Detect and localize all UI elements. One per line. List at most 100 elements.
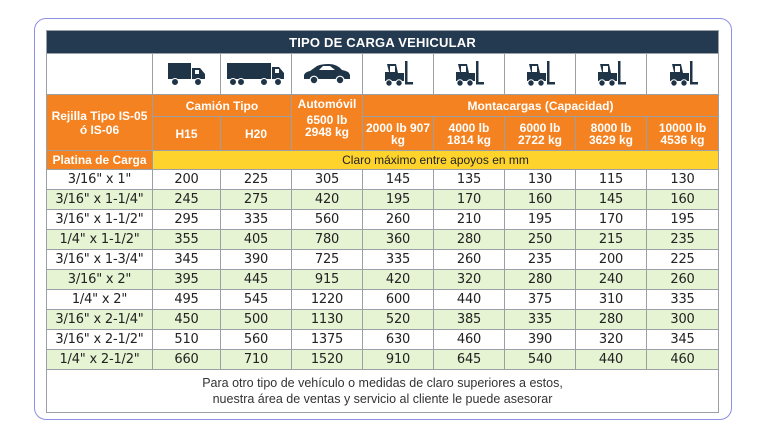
span-value-cell: 305 [291, 169, 363, 190]
h15-header: H15 [152, 116, 221, 151]
span-value-cell: 135 [433, 169, 505, 190]
span-value-cell: 440 [433, 289, 505, 310]
span-value-cell: 725 [291, 249, 363, 270]
span-value-cell: 600 [362, 289, 434, 310]
forklift-icon [504, 53, 576, 95]
forklift-capacity-10000: 10000 lb 4536 kg [646, 116, 719, 151]
span-value-cell: 260 [433, 249, 505, 270]
span-value-cell: 335 [504, 309, 576, 330]
table-row: 3/16" x 1-3/4" 345 390 725 335 260 235 200 225 [46, 249, 719, 270]
span-value-cell: 225 [646, 249, 719, 270]
span-value-cell: 250 [504, 229, 576, 250]
bar-size-cell: 3/16" x 2" [46, 269, 153, 290]
span-value-cell: 225 [220, 169, 292, 190]
span-value-cell: 460 [433, 329, 505, 350]
footer-note: Para otro tipo de vehículo o medidas de … [46, 369, 719, 413]
span-value-cell: 395 [152, 269, 221, 290]
span-value-cell: 115 [575, 169, 647, 190]
span-value-cell: 645 [433, 349, 505, 370]
icon-row [46, 53, 719, 95]
span-value-cell: 235 [646, 229, 719, 250]
bar-size-cell: 3/16" x 1-3/4" [46, 249, 153, 270]
span-value-cell: 440 [575, 349, 647, 370]
span-value-cell: 335 [646, 289, 719, 310]
table-row: 1/4" x 2-1/2" 660 710 1520 910 645 540 440 460 [46, 349, 719, 370]
span-value-cell: 235 [504, 249, 576, 270]
span-value-cell: 260 [362, 209, 434, 230]
span-value-cell: 280 [504, 269, 576, 290]
span-value-cell: 510 [152, 329, 221, 350]
bar-size-cell: 3/16" x 1" [46, 169, 153, 190]
span-value-cell: 390 [220, 249, 292, 270]
span-value-cell: 245 [152, 189, 221, 210]
span-value-cell: 200 [152, 169, 221, 190]
span-value-cell: 660 [152, 349, 221, 370]
span-value-cell: 360 [362, 229, 434, 250]
span-value-cell: 445 [220, 269, 292, 290]
table-row: 3/16" x 2-1/4" 450 500 1130 520 385 335 280 300 [46, 309, 719, 330]
span-value-cell: 320 [575, 329, 647, 350]
span-value-cell: 195 [362, 189, 434, 210]
span-value-cell: 280 [433, 229, 505, 250]
bar-size-cell: 1/4" x 2-1/2" [46, 349, 153, 370]
span-value-cell: 1130 [291, 309, 363, 330]
span-value-cell: 910 [362, 349, 434, 370]
span-value-cell: 520 [362, 309, 434, 330]
span-value-cell: 130 [504, 169, 576, 190]
span-value-cell: 780 [291, 229, 363, 250]
bar-size-cell: 3/16" x 2-1/2" [46, 329, 153, 350]
footer-line-2: nuestra área de ventas y servicio al cli… [212, 392, 553, 406]
span-value-cell: 240 [575, 269, 647, 290]
span-value-cell: 560 [220, 329, 292, 350]
table-row: 1/4" x 1-1/2" 355 405 780 360 280 250 215 235 [46, 229, 719, 250]
grating-header: Rejilla Tipo IS-05 ó IS-06 [46, 94, 153, 151]
span-value-cell: 145 [362, 169, 434, 190]
bar-size-cell: 3/16" x 2-1/4" [46, 309, 153, 330]
span-value-cell: 345 [646, 329, 719, 350]
span-value-cell: 215 [575, 229, 647, 250]
truck-icon [152, 53, 221, 95]
bar-size-cell: 3/16" x 1-1/4" [46, 189, 153, 210]
span-value-cell: 915 [291, 269, 363, 290]
span-value-cell: 390 [504, 329, 576, 350]
span-value-cell: 335 [362, 249, 434, 270]
table-row: 3/16" x 2-1/2" 510 560 1375 630 460 390 320 345 [46, 329, 719, 350]
span-value-cell: 710 [220, 349, 292, 370]
span-value-cell: 160 [504, 189, 576, 210]
forklift-icon [575, 53, 647, 95]
span-value-cell: 160 [646, 189, 719, 210]
table-row: 3/16" x 1" 200 225 305 145 135 130 115 130 [46, 169, 719, 190]
span-value-cell: 405 [220, 229, 292, 250]
span-value-cell: 500 [220, 309, 292, 330]
span-value-cell: 460 [646, 349, 719, 370]
span-value-cell: 1220 [291, 289, 363, 310]
semi-truck-icon [220, 53, 292, 95]
span-value-cell: 320 [433, 269, 505, 290]
span-value-cell: 385 [433, 309, 505, 330]
span-value-cell: 295 [152, 209, 221, 230]
span-value-cell: 170 [433, 189, 505, 210]
span-value-cell: 1520 [291, 349, 363, 370]
forklift-icon [362, 53, 434, 95]
span-note: Claro máximo entre apoyos en mm [152, 150, 719, 170]
span-value-cell: 545 [220, 289, 292, 310]
car-header: Automóvil 6500 lb 2948 kg [291, 94, 363, 151]
span-value-cell: 540 [504, 349, 576, 370]
forklift-capacity-2000: 2000 lb 907 kg [362, 116, 434, 151]
truck-group-header: Camión Tipo [152, 94, 292, 117]
span-value-cell: 335 [220, 209, 292, 230]
bar-size-cell: 1/4" x 2" [46, 289, 153, 310]
forklift-capacity-8000: 8000 lb 3629 kg [575, 116, 647, 151]
span-value-cell: 145 [575, 189, 647, 210]
h20-header: H20 [220, 116, 292, 151]
data-rows: 3/16" x 1" 200 225 305 145 135 130 115 130 3/16" … [46, 169, 719, 370]
span-value-cell: 560 [291, 209, 363, 230]
span-value-cell: 310 [575, 289, 647, 310]
car-header-label: Automóvil [297, 97, 357, 111]
span-value-cell: 195 [646, 209, 719, 230]
car-icon [291, 53, 363, 95]
span-value-cell: 195 [504, 209, 576, 230]
span-value-cell: 345 [152, 249, 221, 270]
table-row: 3/16" x 2" 395 445 915 420 320 280 240 260 [46, 269, 719, 290]
span-value-cell: 260 [646, 269, 719, 290]
